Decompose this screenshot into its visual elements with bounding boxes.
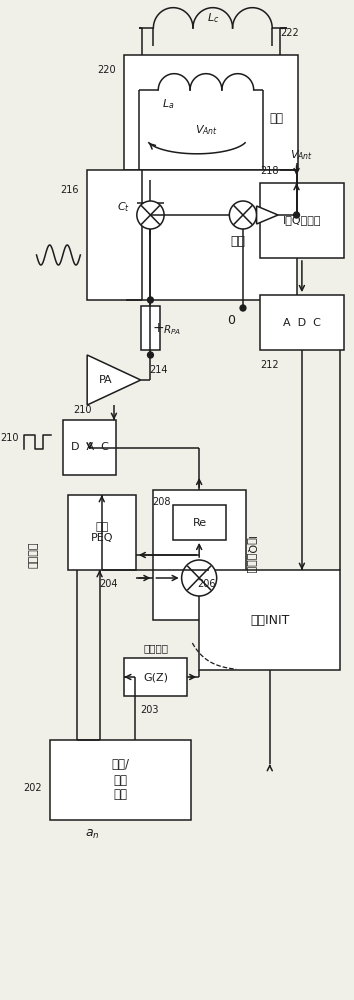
Text: +: +: [153, 321, 164, 335]
Text: 0: 0: [227, 314, 235, 326]
Text: G(Z): G(Z): [143, 672, 168, 682]
Text: $L_c$: $L_c$: [207, 11, 219, 25]
Text: 208: 208: [152, 497, 170, 507]
Text: PA: PA: [99, 375, 113, 385]
Text: 210: 210: [73, 405, 92, 415]
Text: 所要传递: 所要传递: [143, 643, 168, 653]
Text: 212: 212: [260, 360, 279, 370]
Circle shape: [148, 352, 153, 358]
Bar: [124, 55, 297, 170]
Bar: [50, 740, 192, 820]
Text: I，Q上变频: I，Q上变频: [246, 536, 256, 574]
Circle shape: [240, 305, 246, 311]
Text: 202: 202: [23, 783, 42, 793]
Text: 系数INIT: 系数INIT: [250, 613, 290, 626]
Text: 216: 216: [61, 185, 79, 195]
Bar: [199, 570, 340, 670]
Circle shape: [182, 560, 217, 596]
Text: $L_a$: $L_a$: [162, 97, 174, 111]
Text: $V_{Ant}$: $V_{Ant}$: [195, 123, 218, 137]
Text: 214: 214: [149, 365, 167, 375]
Text: $V_{Ant}$: $V_{Ant}$: [290, 148, 313, 162]
Text: $R_{PA}$: $R_{PA}$: [163, 323, 181, 337]
Polygon shape: [257, 206, 278, 224]
Text: 天线: 天线: [269, 112, 283, 125]
Text: 206: 206: [198, 579, 216, 589]
Text: 接通/
切断
控制: 接通/ 切断 控制: [112, 758, 130, 802]
Text: 数字载波: 数字载波: [29, 542, 39, 568]
Circle shape: [229, 201, 257, 229]
Text: 203: 203: [140, 705, 159, 715]
Bar: [141, 306, 160, 350]
Bar: [68, 495, 136, 570]
Text: Re: Re: [193, 518, 207, 528]
Text: 数字
PEQ: 数字 PEQ: [91, 522, 113, 543]
Text: 218: 218: [260, 166, 279, 176]
Text: 210: 210: [0, 433, 18, 443]
Bar: [87, 170, 297, 300]
Bar: [153, 490, 246, 620]
Circle shape: [293, 212, 299, 218]
Bar: [259, 183, 344, 258]
Text: 204: 204: [99, 579, 118, 589]
Text: D  A  C: D A C: [71, 442, 109, 452]
Text: $a_n$: $a_n$: [85, 827, 100, 841]
Text: 220: 220: [97, 65, 116, 75]
Text: $C_t$: $C_t$: [117, 201, 130, 214]
Bar: [173, 505, 227, 540]
Polygon shape: [87, 355, 141, 405]
Bar: [63, 420, 116, 475]
Circle shape: [137, 201, 164, 229]
Text: 222: 222: [280, 28, 299, 38]
Text: A  D  C: A D C: [283, 318, 321, 328]
Bar: [124, 658, 188, 696]
Text: I，Q下变频: I，Q下变频: [282, 216, 321, 226]
Circle shape: [148, 297, 153, 303]
Bar: [259, 295, 344, 350]
Text: 匹配: 匹配: [230, 235, 245, 248]
